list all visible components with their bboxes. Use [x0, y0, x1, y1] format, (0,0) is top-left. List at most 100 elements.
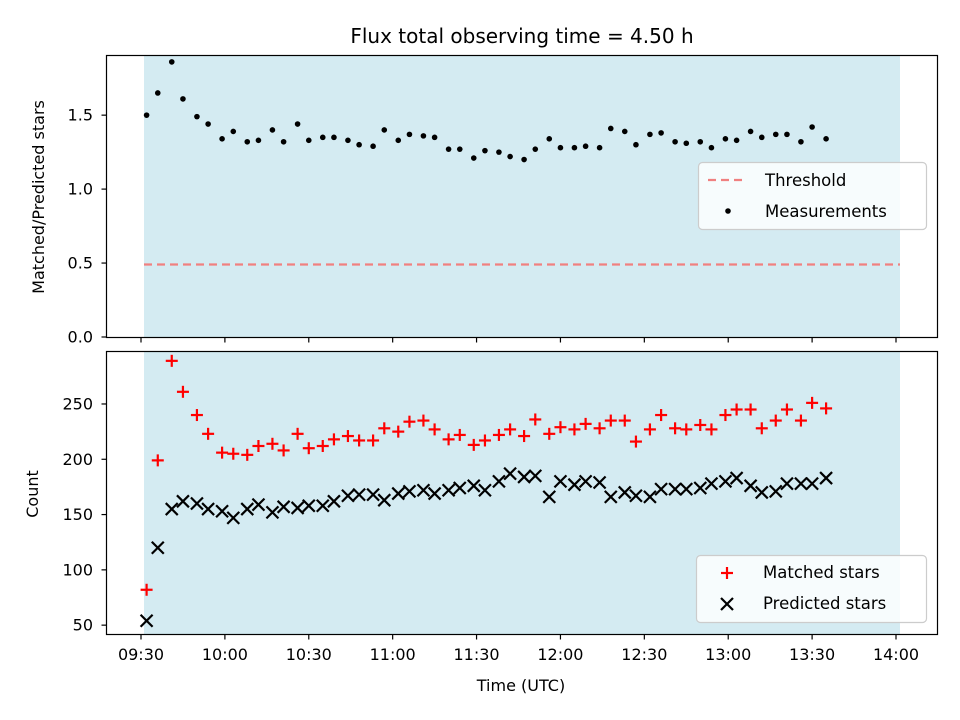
x-tick-label: 09:30: [118, 645, 164, 664]
predicted-star-point: [315, 498, 330, 513]
predicted-star-point: [290, 501, 305, 515]
measurement-point: [708, 144, 715, 151]
predicted-star-point: [503, 466, 517, 481]
measurement-point: [798, 138, 804, 145]
y-tick-label: 200: [62, 450, 93, 469]
matched-star-point: [392, 425, 405, 438]
predicted-star-point: [226, 511, 241, 525]
matched-star-point: [417, 414, 430, 427]
matched-star-point: [769, 414, 782, 427]
x-tick-label: 10:00: [202, 645, 248, 664]
x-tick-label: 11:00: [370, 645, 416, 664]
measurement-point: [571, 144, 578, 151]
predicted-star-point: [276, 500, 291, 514]
matched-star-point: [705, 423, 718, 436]
predicted-star-point: [718, 474, 733, 489]
measurement-point: [219, 136, 225, 142]
measurement-point: [420, 133, 427, 139]
matched-star-point: [492, 428, 505, 441]
legend-threshold-label: Threshold: [764, 171, 846, 190]
matched-star-point: [176, 385, 189, 398]
matched-star-point: [504, 423, 517, 436]
measurement-point: [180, 96, 186, 102]
matched-star-point: [694, 418, 707, 431]
matched-star-point: [202, 427, 215, 440]
measurement-point: [406, 131, 413, 138]
predicted-star-point: [427, 486, 442, 501]
predicted-star-point: [176, 494, 190, 509]
predicted-star-point: [517, 470, 531, 484]
measurement-point: [143, 112, 150, 118]
matched-star-point: [378, 422, 391, 435]
measurement-point: [431, 134, 438, 141]
x-axis-label: Time (UTC): [476, 676, 565, 695]
matched-star-point: [367, 434, 380, 447]
measurement-point: [319, 134, 326, 141]
x-tick-label: 13:30: [789, 645, 835, 664]
predicted-star-point: [466, 479, 481, 493]
predicted-star-point: [492, 474, 506, 489]
top-legend: Threshold Measurements: [697, 161, 928, 231]
measurement-point: [255, 137, 262, 144]
measurement-point: [647, 131, 653, 138]
predicted-star-point: [301, 498, 316, 513]
chart-title: Flux total observing time = 4.50 h: [350, 24, 693, 48]
bottom-x-ticks: 09:30 10:00 10:30 11:00 11:30 12:00 12:30 13:00…: [118, 634, 919, 664]
predicted-star-point: [743, 479, 758, 493]
measurement-point: [607, 125, 614, 132]
predicted-star-point: [341, 488, 355, 503]
predicted-star-point: [754, 485, 769, 500]
predicted-star-point: [164, 502, 179, 516]
predicted-star-point: [528, 469, 543, 483]
matched-star-point: [755, 422, 768, 435]
legend-predicted-label: Predicted stars: [763, 594, 886, 613]
measurement-point: [280, 138, 287, 145]
x-tick-label: 12:00: [537, 645, 583, 664]
measurement-point: [269, 127, 276, 133]
y-tick-label: 100: [62, 560, 93, 579]
measurement-point: [747, 128, 754, 135]
y-tick-label: 0.5: [68, 254, 93, 273]
predicted-star-point: [366, 487, 380, 502]
matched-star-point: [618, 414, 631, 427]
measurement-point: [621, 128, 628, 135]
top-legend-box: [697, 161, 928, 231]
matched-star-point: [140, 583, 153, 596]
predicted-star-point: [768, 484, 783, 499]
matched-star-point: [719, 409, 732, 422]
matched-star-point: [241, 448, 254, 461]
measurement-point: [294, 121, 301, 127]
matched-star-point: [442, 433, 455, 446]
measurement-point: [809, 124, 815, 130]
bottom-legend: Matched stars Predicted stars: [695, 554, 928, 624]
predicted-star-point: [617, 485, 632, 500]
bottom-y-ticks: 50 100 150 200 250: [62, 394, 107, 635]
matched-star-point: [730, 403, 743, 416]
predicted-star-point: [542, 490, 557, 504]
matched-star-point: [453, 428, 466, 441]
measurement-point: [697, 138, 704, 145]
predicted-star-point: [567, 477, 582, 492]
matched-star-point: [806, 396, 819, 409]
matched-star-point: [478, 434, 491, 447]
predicted-star-point: [592, 475, 607, 490]
predicted-star-point: [478, 483, 492, 498]
matched-star-point: [216, 446, 229, 459]
matched-star-point: [820, 402, 833, 415]
legend-measurements-label: Measurements: [765, 202, 887, 221]
predicted-star-point: [416, 483, 431, 498]
predicted-star-point: [729, 471, 744, 485]
matched-star-point: [579, 417, 592, 430]
measurement-point: [772, 131, 779, 138]
x-tick-label: 10:30: [286, 645, 332, 664]
matched-star-point: [151, 454, 164, 467]
count-series: [139, 354, 833, 628]
x-tick-label: 13:00: [705, 645, 751, 664]
matched-star-point: [165, 354, 178, 367]
predicted-star-point: [201, 502, 215, 516]
predicted-star-point: [352, 487, 366, 502]
predicted-star-point: [629, 488, 643, 503]
predicted-star-point: [215, 504, 229, 519]
measurement-point: [470, 155, 477, 161]
top-panel: 0.0 0.5 1.0 1.5 Flux total observing time =…: [29, 24, 939, 347]
